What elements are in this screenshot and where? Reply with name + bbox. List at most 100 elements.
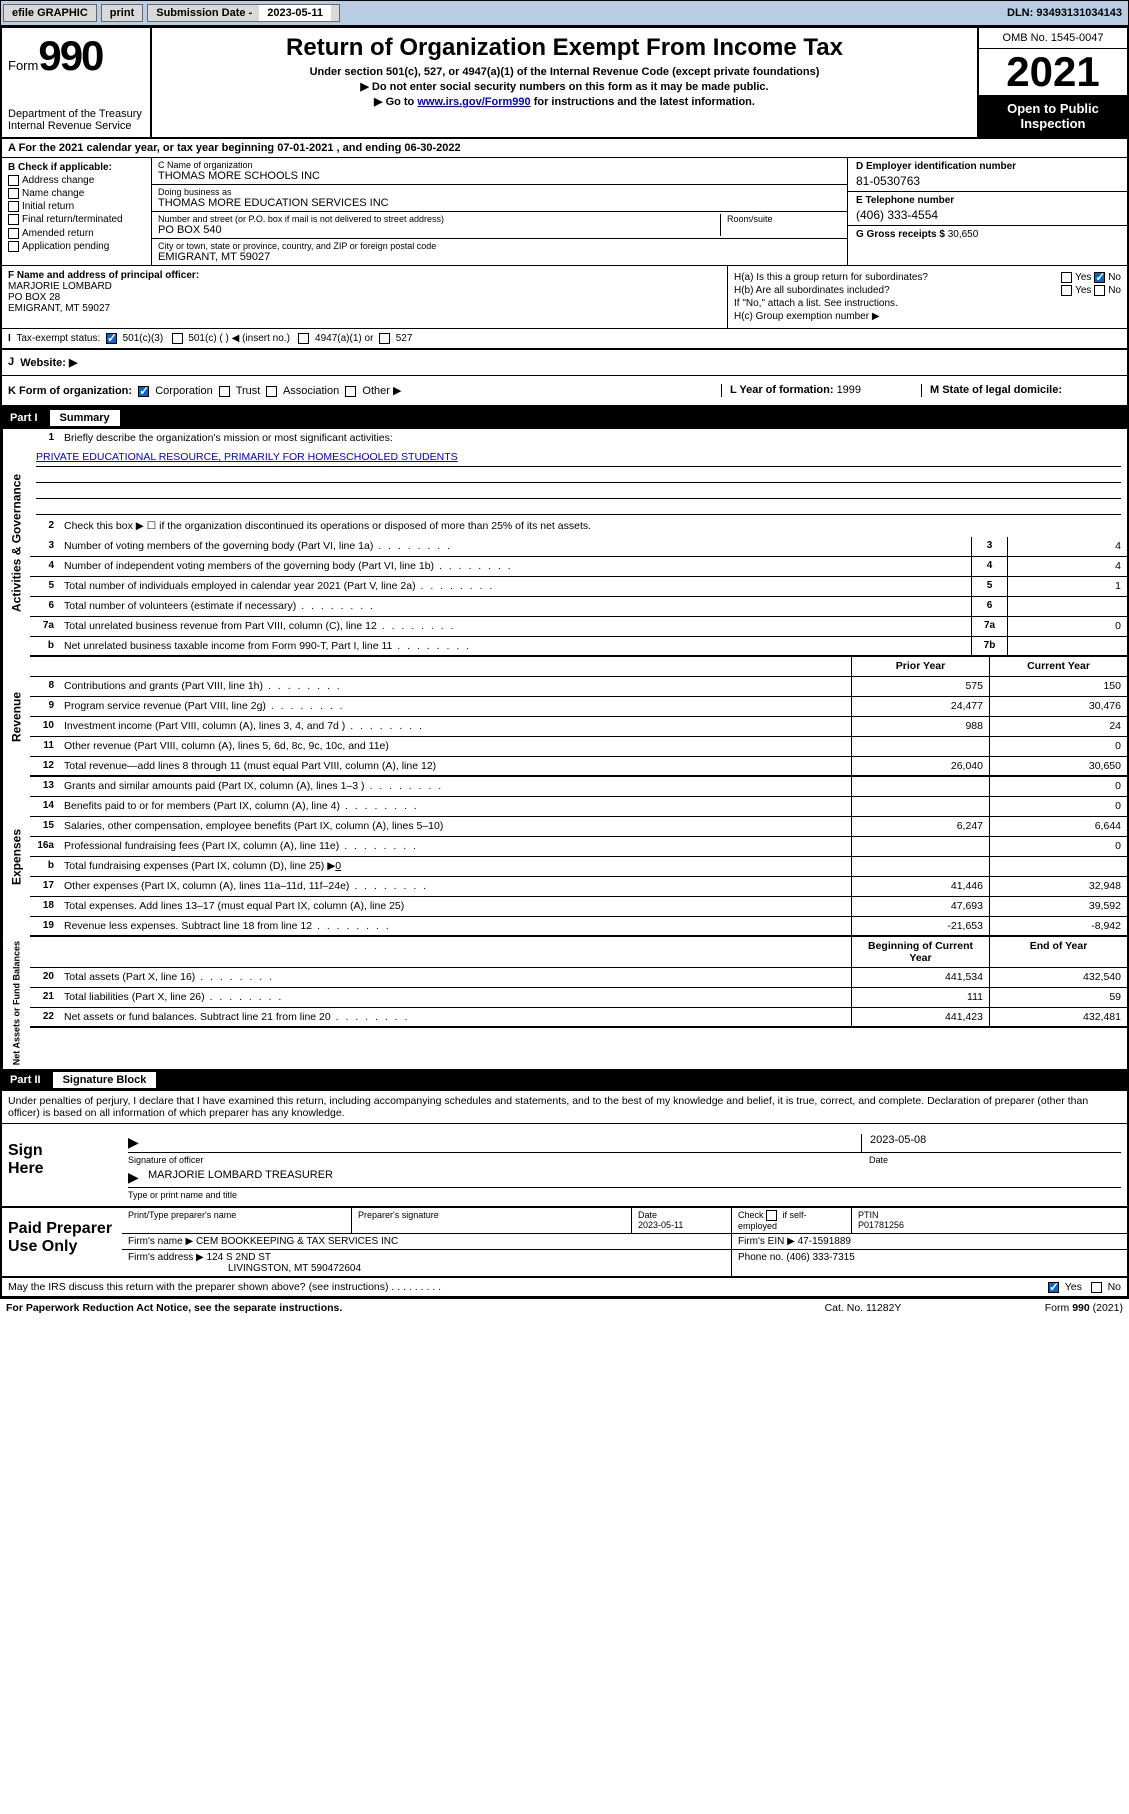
- phone-label: E Telephone number: [856, 195, 1119, 206]
- prep-ptin-val: P01781256: [858, 1220, 904, 1230]
- prep-selfemp: Check if self-employed: [732, 1208, 852, 1233]
- line5-desc: Total number of individuals employed in …: [60, 577, 971, 596]
- line7b-val: [1007, 637, 1127, 655]
- line7a-val: 0: [1007, 617, 1127, 636]
- officer-addr1: PO BOX 28: [8, 292, 721, 303]
- line7b-num: b: [30, 637, 60, 655]
- line2-num: 2: [30, 517, 60, 537]
- line7a-desc: Total unrelated business revenue from Pa…: [60, 617, 971, 636]
- firm-name-lbl: Firm's name ▶: [128, 1236, 193, 1247]
- name-label: C Name of organization: [158, 160, 841, 170]
- officer-name: MARJORIE LOMBARD: [8, 281, 721, 292]
- name-arrow-icon: ▶: [128, 1169, 148, 1187]
- line3-val: 4: [1007, 537, 1127, 556]
- line15-prior: 6,247: [851, 817, 989, 836]
- line14-curr: 0: [989, 797, 1127, 816]
- chk-address[interactable]: Address change: [8, 175, 145, 186]
- col-h: H(a) Is this a group return for subordin…: [727, 266, 1127, 328]
- line17-curr: 32,948: [989, 877, 1127, 896]
- line5-box: 5: [971, 577, 1007, 596]
- chk-amended[interactable]: Amended return: [8, 228, 145, 239]
- firm-ein-lbl: Firm's EIN ▶: [738, 1236, 795, 1247]
- firm-addr-lbl: Firm's address ▶: [128, 1252, 204, 1263]
- line5-val: 1: [1007, 577, 1127, 596]
- prep-date-val: 2023-05-11: [638, 1220, 683, 1230]
- sign-block: Sign Here ▶ 2023-05-08 Signature of offi…: [2, 1124, 1127, 1208]
- hb-no-chk[interactable]: [1094, 285, 1105, 296]
- line18-num: 18: [30, 897, 60, 916]
- year-form-label: L Year of formation:: [730, 384, 837, 396]
- netassets-body: Net Assets or Fund Balances Beginning of…: [2, 937, 1127, 1069]
- officer-addr2: EMIGRANT, MT 59027: [8, 303, 721, 314]
- line7b-box: 7b: [971, 637, 1007, 655]
- mission-lines: PRIVATE EDUCATIONAL RESOURCE, PRIMARILY …: [30, 449, 1127, 517]
- col-f: F Name and address of principal officer:…: [2, 266, 727, 328]
- firm-addr-cell: Firm's address ▶ 124 S 2ND ST LIVINGSTON…: [122, 1250, 732, 1276]
- col-k: K Form of organization: Corporation Trus…: [8, 384, 721, 397]
- line20-prior: 441,534: [851, 968, 989, 987]
- ha-label: H(a) Is this a group return for subordin…: [734, 272, 928, 283]
- chk-initial[interactable]: Initial return: [8, 201, 145, 212]
- hb-yes-chk[interactable]: [1061, 285, 1072, 296]
- prep-date-hdr: Date2023-05-11: [632, 1208, 732, 1233]
- ein-label: D Employer identification number: [856, 161, 1119, 172]
- chk-501c3[interactable]: [106, 333, 117, 344]
- street-addr: PO BOX 540: [158, 224, 714, 236]
- opt-4947: 4947(a)(1) or: [315, 333, 373, 344]
- opt-trust: Trust: [236, 385, 261, 397]
- year-form-val: 1999: [837, 384, 861, 396]
- line9-prior: 24,477: [851, 697, 989, 716]
- row-klm: K Form of organization: Corporation Trus…: [2, 376, 1127, 407]
- line5-num: 5: [30, 577, 60, 596]
- chk-4947[interactable]: [298, 333, 309, 344]
- chk-name[interactable]: Name change: [8, 188, 145, 199]
- gross-value: 30,650: [948, 229, 979, 240]
- may-yes-chk[interactable]: [1048, 1282, 1059, 1293]
- open-public: Open to Public Inspection: [979, 95, 1127, 137]
- may-no-chk[interactable]: [1091, 1282, 1102, 1293]
- ha-yes-chk[interactable]: [1061, 272, 1072, 283]
- chk-final[interactable]: Final return/terminated: [8, 214, 145, 225]
- col-m: M State of legal domicile:: [921, 384, 1121, 397]
- line6-box: 6: [971, 597, 1007, 616]
- line3-box: 3: [971, 537, 1007, 556]
- city-val: EMIGRANT, MT 59027: [158, 251, 841, 263]
- firm-name-cell: Firm's name ▶ CEM BOOKKEEPING & TAX SERV…: [122, 1234, 732, 1249]
- print-button[interactable]: print: [101, 4, 143, 22]
- sig-date-cap: Date: [861, 1155, 1121, 1165]
- line19-desc: Revenue less expenses. Subtract line 18 …: [60, 917, 851, 935]
- chk-pending[interactable]: Application pending: [8, 241, 145, 252]
- line22-desc: Net assets or fund balances. Subtract li…: [60, 1008, 851, 1026]
- org-name: THOMAS MORE SCHOOLS INC: [158, 170, 841, 182]
- irs-link[interactable]: www.irs.gov/Form990: [417, 96, 530, 108]
- line17-num: 17: [30, 877, 60, 896]
- ha-no-chk[interactable]: [1094, 272, 1105, 283]
- form-header: Form 990 Department of the Treasury Inte…: [2, 28, 1127, 139]
- chk-address-lbl: Address change: [22, 175, 94, 186]
- col-b-label: B Check if applicable:: [8, 162, 145, 173]
- part1-title: Summary: [50, 410, 120, 426]
- line8-curr: 150: [989, 677, 1127, 696]
- preparer-right: Print/Type preparer's name Preparer's si…: [122, 1208, 1127, 1276]
- line3-num: 3: [30, 537, 60, 556]
- chk-assoc[interactable]: [266, 386, 277, 397]
- line16b-curr: [989, 857, 1127, 876]
- chk-527[interactable]: [379, 333, 390, 344]
- tax-year: 2021: [979, 49, 1127, 95]
- chk-corp[interactable]: [138, 386, 149, 397]
- chk-selfemp[interactable]: [766, 1210, 777, 1221]
- line8-desc: Contributions and grants (Part VIII, lin…: [60, 677, 851, 696]
- line17-prior: 41,446: [851, 877, 989, 896]
- chk-trust[interactable]: [219, 386, 230, 397]
- firm-ein-cell: Firm's EIN ▶ 47-1591889: [732, 1234, 1127, 1249]
- chk-501c[interactable]: [172, 333, 183, 344]
- line4-val: 4: [1007, 557, 1127, 576]
- may-irs-q: May the IRS discuss this return with the…: [8, 1281, 921, 1293]
- line10-curr: 24: [989, 717, 1127, 736]
- sig-officer-field[interactable]: [148, 1134, 861, 1152]
- entity-grid: B Check if applicable: Address change Na…: [2, 158, 1127, 266]
- mission-text[interactable]: PRIVATE EDUCATIONAL RESOURCE, PRIMARILY …: [36, 451, 458, 463]
- row-fh: F Name and address of principal officer:…: [2, 266, 1127, 329]
- chk-other[interactable]: [345, 386, 356, 397]
- firm-phone-val: (406) 333-7315: [786, 1252, 854, 1263]
